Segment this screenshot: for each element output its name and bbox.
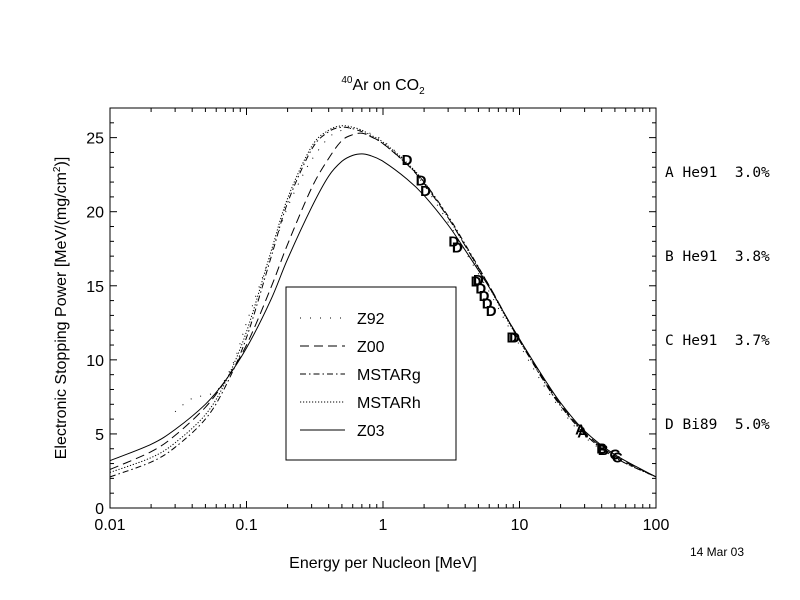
y-tick-label: 5 bbox=[95, 427, 104, 444]
data-point-a: A bbox=[577, 424, 588, 441]
data-point-b: B bbox=[598, 442, 609, 459]
x-axis-ticks: 0.01 0.1 1 10 100 bbox=[94, 108, 669, 534]
series-layer bbox=[109, 125, 657, 478]
chart-title: 40Ar on CO2 bbox=[341, 75, 425, 97]
y-tick-label: 15 bbox=[86, 279, 104, 296]
y-axis-label: Electronic Stopping Power [MeV/(mg/cm2)] bbox=[52, 157, 70, 460]
reference-list: A He91 3.0% B He91 3.8% C He91 3.7% D Bi… bbox=[665, 103, 770, 467]
legend-label-z00: Z00 bbox=[357, 339, 385, 356]
reference-item: D Bi89 5.0% bbox=[665, 417, 770, 433]
series-line-z03 bbox=[109, 153, 657, 478]
reference-item: C He91 3.7% bbox=[665, 333, 770, 349]
y-axis-label-sup: 2 bbox=[52, 166, 63, 172]
data-point-c: C bbox=[612, 450, 623, 467]
data-point-d: D bbox=[471, 273, 482, 290]
x-tick-label: 1 bbox=[379, 517, 388, 534]
y-axis-ticks: 0 5 10 15 20 25 bbox=[86, 122, 656, 518]
data-point-c: C bbox=[609, 447, 620, 464]
x-tick-label: 100 bbox=[643, 517, 670, 534]
y-axis-label-prefix: Electronic Stopping Power [MeV/(mg/cm bbox=[53, 172, 70, 459]
data-point-d: D bbox=[473, 272, 484, 289]
title-mass-number: 40 bbox=[341, 75, 353, 86]
data-point-d: D bbox=[475, 281, 486, 298]
y-tick-label: 20 bbox=[86, 205, 104, 222]
data-point-d: D bbox=[486, 303, 497, 320]
data-point-d: D bbox=[509, 330, 520, 347]
y-tick-label: 0 bbox=[95, 501, 104, 518]
reference-item: B He91 3.8% bbox=[665, 249, 770, 265]
data-point-d: D bbox=[507, 330, 518, 347]
title-main: Ar on CO bbox=[352, 77, 419, 94]
x-axis-label: Energy per Nucleon [MeV] bbox=[289, 555, 477, 572]
data-point-a: A bbox=[575, 421, 586, 438]
y-axis-label-suffix: )] bbox=[53, 157, 70, 167]
data-point-d: D bbox=[452, 239, 463, 256]
series-line-mstarh bbox=[109, 125, 657, 478]
data-point-d: D bbox=[402, 152, 413, 169]
reference-item: A He91 3.0% bbox=[665, 165, 770, 181]
data-point-d: D bbox=[482, 296, 493, 313]
data-point-d: D bbox=[479, 288, 490, 305]
legend-label-z92: Z92 bbox=[357, 311, 385, 328]
data-point-d: D bbox=[420, 183, 431, 200]
x-tick-label: 0.1 bbox=[235, 517, 257, 534]
data-point-d: D bbox=[448, 233, 459, 250]
legend-label-mstarh: MSTARh bbox=[357, 395, 421, 412]
legend-label-mstarg: MSTARg bbox=[357, 367, 421, 384]
y-tick-label: 10 bbox=[86, 353, 104, 370]
title-subscript: 2 bbox=[419, 86, 425, 97]
data-point-d: D bbox=[416, 173, 427, 190]
y-tick-label: 25 bbox=[86, 131, 104, 148]
x-tick-label: 10 bbox=[511, 517, 529, 534]
legend-label-z03: Z03 bbox=[357, 423, 385, 440]
date-stamp: 14 Mar 03 bbox=[690, 545, 745, 559]
series-line-z92 bbox=[174, 128, 657, 478]
legend: Z92 Z00 MSTARg MSTARh Z03 bbox=[285, 286, 457, 461]
x-tick-label: 0.01 bbox=[94, 517, 125, 534]
data-point-b: B bbox=[596, 441, 607, 458]
